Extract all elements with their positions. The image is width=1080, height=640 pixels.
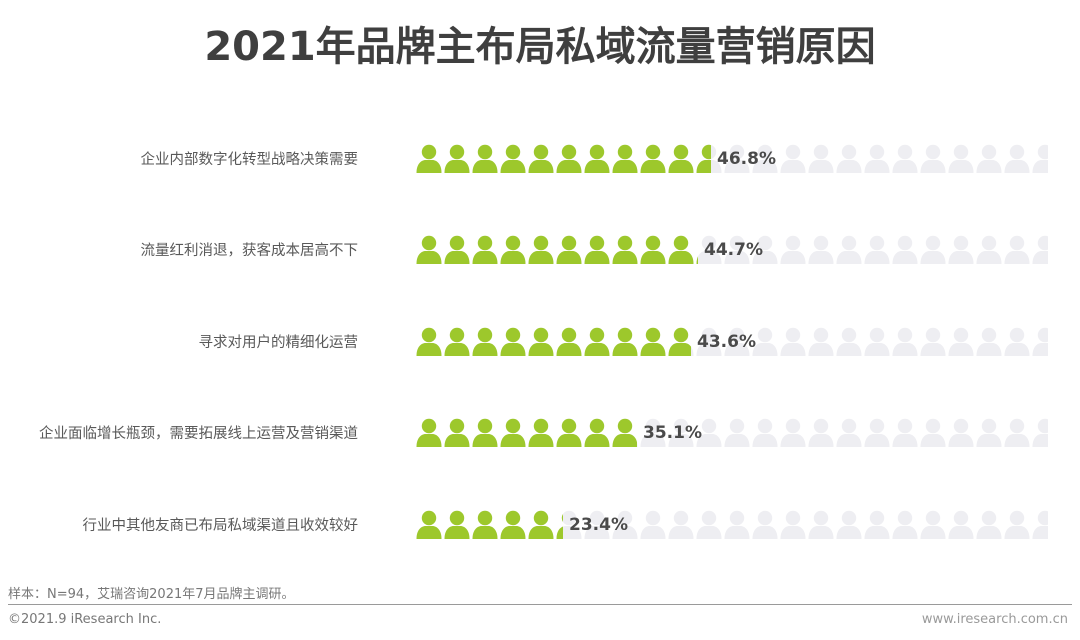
icon-track: 46.8%	[415, 142, 1048, 174]
chart-title: 2021年品牌主布局私域流量营销原因	[204, 24, 876, 70]
row-label: 寻求对用户的精细化运营	[198, 335, 359, 351]
icon-track: 23.4%	[415, 508, 1048, 540]
website-url: www.iresearch.com.cn	[921, 612, 1068, 627]
row-label: 企业面临增长瓶颈，需要拓展线上运营及营销渠道	[39, 426, 358, 442]
icon-track: 43.6%	[415, 325, 1048, 357]
chart-row: 企业面临增长瓶颈，需要拓展线上运营及营销渠道 35.1%	[0, 414, 1080, 450]
person-icon-row-filled	[415, 233, 698, 265]
percent-value: 44.7%	[704, 240, 763, 260]
person-icon-row-filled	[415, 508, 563, 540]
row-label: 行业中其他友商已布局私域渠道且收效较好	[82, 518, 359, 534]
percent-value: 43.6%	[697, 332, 756, 352]
footer-divider	[8, 604, 1072, 605]
chart-row: 行业中其他友商已布局私域渠道且收效较好 23.4%	[0, 506, 1080, 542]
percent-value: 46.8%	[717, 149, 776, 169]
person-icon-row-filled	[415, 416, 637, 448]
percent-value: 23.4%	[569, 515, 628, 535]
icon-track: 44.7%	[415, 233, 1048, 265]
person-icon-row-filled	[415, 325, 691, 357]
copyright: ©2021.9 iResearch Inc.	[8, 612, 162, 627]
chart-row: 企业内部数字化转型战略决策需要 46.8%	[0, 140, 1080, 176]
person-icon-row-filled	[415, 142, 711, 174]
chart-row: 流量红利消退，获客成本居高不下 44.7%	[0, 231, 1080, 267]
percent-value: 35.1%	[643, 423, 702, 443]
sample-note: 样本：N=94，艾瑞咨询2021年7月品牌主调研。	[8, 587, 295, 602]
icon-track: 35.1%	[415, 416, 1048, 448]
row-label: 流量红利消退，获客成本居高不下	[140, 243, 359, 259]
chart-row: 寻求对用户的精细化运营 43.6%	[0, 323, 1080, 359]
row-label: 企业内部数字化转型战略决策需要	[140, 152, 359, 168]
